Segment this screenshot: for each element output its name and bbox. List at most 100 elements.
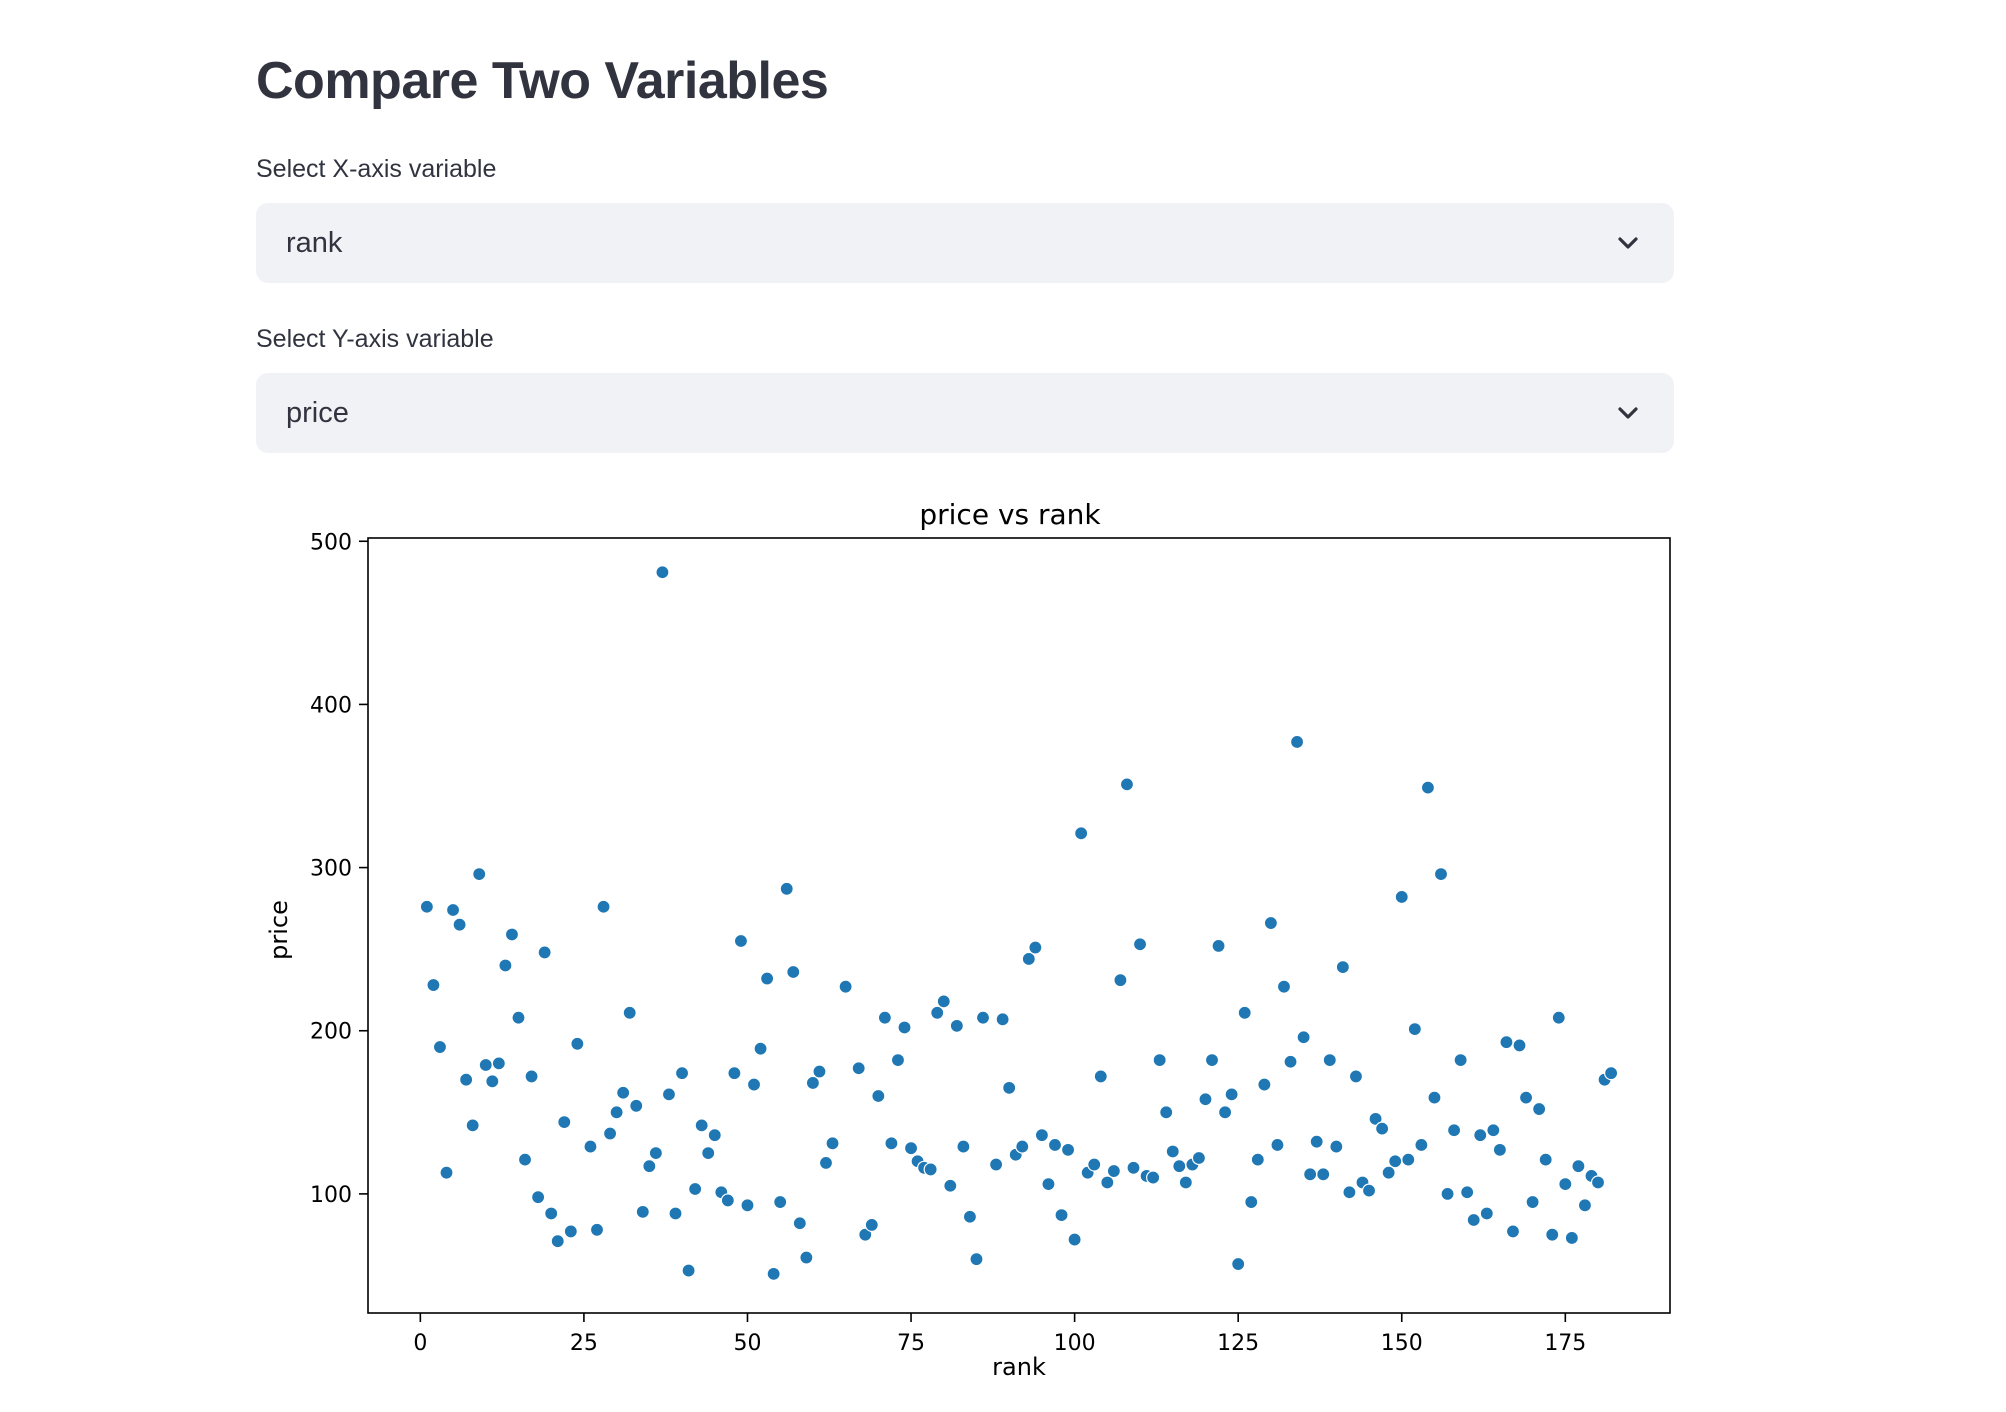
data-point: [1257, 1077, 1272, 1092]
data-point: [1329, 1139, 1344, 1154]
data-point: [975, 1010, 991, 1025]
data-point: [1577, 1198, 1593, 1213]
data-point: [531, 1190, 546, 1205]
data-point: [753, 1041, 768, 1056]
x-tick-label: 175: [1544, 1331, 1586, 1356]
data-point: [1407, 1022, 1422, 1037]
data-point: [491, 1056, 506, 1071]
scatter-chart: price vs rank 100 200 300 400 500 0 25 50 75 100…: [240, 480, 1720, 1400]
data-point: [936, 994, 951, 1009]
data-point: [766, 1266, 781, 1281]
data-point: [1453, 1053, 1468, 1068]
data-point: [511, 1010, 526, 1025]
data-point: [1401, 1152, 1416, 1167]
data-point: [1479, 1206, 1494, 1221]
chevron-down-icon: [1618, 407, 1638, 419]
data-point: [452, 917, 467, 932]
data-point: [694, 1118, 709, 1133]
data-point: [524, 1069, 539, 1084]
data-point: [1060, 1142, 1076, 1157]
data-point: [589, 1222, 605, 1237]
data-point: [1342, 1185, 1357, 1200]
data-point: [1113, 973, 1128, 988]
x-axis-label: rank: [992, 1353, 1046, 1381]
data-point: [1486, 1123, 1501, 1138]
x-tick-label: 50: [733, 1331, 761, 1356]
data-point: [681, 1263, 696, 1278]
data-point: [648, 1146, 663, 1161]
x-tick-label: 25: [570, 1331, 598, 1356]
chevron-down-icon: [1618, 237, 1638, 249]
x-tick-label: 0: [413, 1331, 427, 1356]
y-tick-label: 200: [310, 1020, 352, 1045]
data-point: [616, 1085, 631, 1100]
data-point: [1532, 1101, 1547, 1117]
data-point: [1100, 1175, 1115, 1190]
data-point: [1211, 938, 1226, 953]
data-point: [1564, 1230, 1579, 1246]
data-point: [786, 964, 801, 980]
data-point: [544, 1206, 559, 1221]
page-title: Compare Two Variables: [256, 52, 829, 110]
x-axis-select-label: Select X-axis variable: [256, 155, 497, 183]
data-point: [1558, 1177, 1573, 1192]
x-axis-select[interactable]: rank: [256, 203, 1674, 283]
x-axis-select-value: rank: [286, 227, 343, 259]
data-point: [805, 1075, 821, 1091]
data-point: [995, 1012, 1010, 1027]
data-point: [1414, 1137, 1429, 1153]
data-point: [1309, 1134, 1324, 1149]
data-point: [629, 1098, 644, 1113]
data-point: [871, 1088, 886, 1104]
data-point: [799, 1250, 814, 1265]
data-point: [1433, 867, 1449, 882]
data-point: [1204, 1053, 1220, 1068]
data-point: [1159, 1105, 1174, 1120]
data-point: [727, 1066, 742, 1081]
data-point: [897, 1020, 912, 1035]
data-point: [1119, 777, 1135, 792]
data-point: [989, 1157, 1004, 1172]
x-tick-label: 100: [1054, 1331, 1096, 1356]
y-axis-select-label: Select Y-axis variable: [256, 325, 494, 353]
data-point: [504, 927, 520, 942]
data-point: [812, 1064, 827, 1079]
data-point: [1473, 1128, 1488, 1143]
data-point: [1224, 1087, 1239, 1102]
data-point: [1047, 1137, 1063, 1153]
data-point: [1231, 1256, 1246, 1272]
data-point: [851, 1061, 866, 1076]
x-tick-label: 150: [1381, 1331, 1423, 1356]
data-point: [1460, 1185, 1475, 1200]
data-point: [733, 933, 749, 949]
data-point: [465, 1118, 480, 1133]
data-point: [1067, 1232, 1082, 1247]
data-point: [557, 1115, 572, 1130]
data-point: [1518, 1090, 1534, 1105]
data-point: [1002, 1080, 1017, 1095]
data-point: [570, 1036, 585, 1051]
data-point: [1335, 960, 1350, 975]
data-point: [773, 1194, 788, 1210]
data-point: [1165, 1144, 1180, 1159]
data-point: [1590, 1175, 1606, 1190]
data-point: [1015, 1139, 1030, 1154]
scatter-chart-svg: price vs rank 100 200 300 400 500 0 25 50 75 100…: [265, 498, 1671, 1381]
data-point: [517, 1152, 533, 1167]
data-point: [1093, 1069, 1108, 1084]
data-point: [1551, 1010, 1566, 1025]
data-point: [1571, 1159, 1586, 1174]
data-point: [877, 1010, 892, 1025]
y-axis-select[interactable]: price: [256, 373, 1674, 453]
data-point: [1126, 1160, 1141, 1175]
data-point: [596, 899, 611, 914]
data-point: [609, 1105, 624, 1120]
data-point: [1028, 940, 1043, 955]
data-point: [1146, 1170, 1161, 1185]
data-point: [1316, 1167, 1331, 1182]
data-point: [445, 902, 461, 918]
data-point: [563, 1224, 578, 1239]
data-point: [655, 565, 670, 580]
data-point: [1322, 1053, 1337, 1068]
y-axis-select-value: price: [286, 397, 349, 429]
